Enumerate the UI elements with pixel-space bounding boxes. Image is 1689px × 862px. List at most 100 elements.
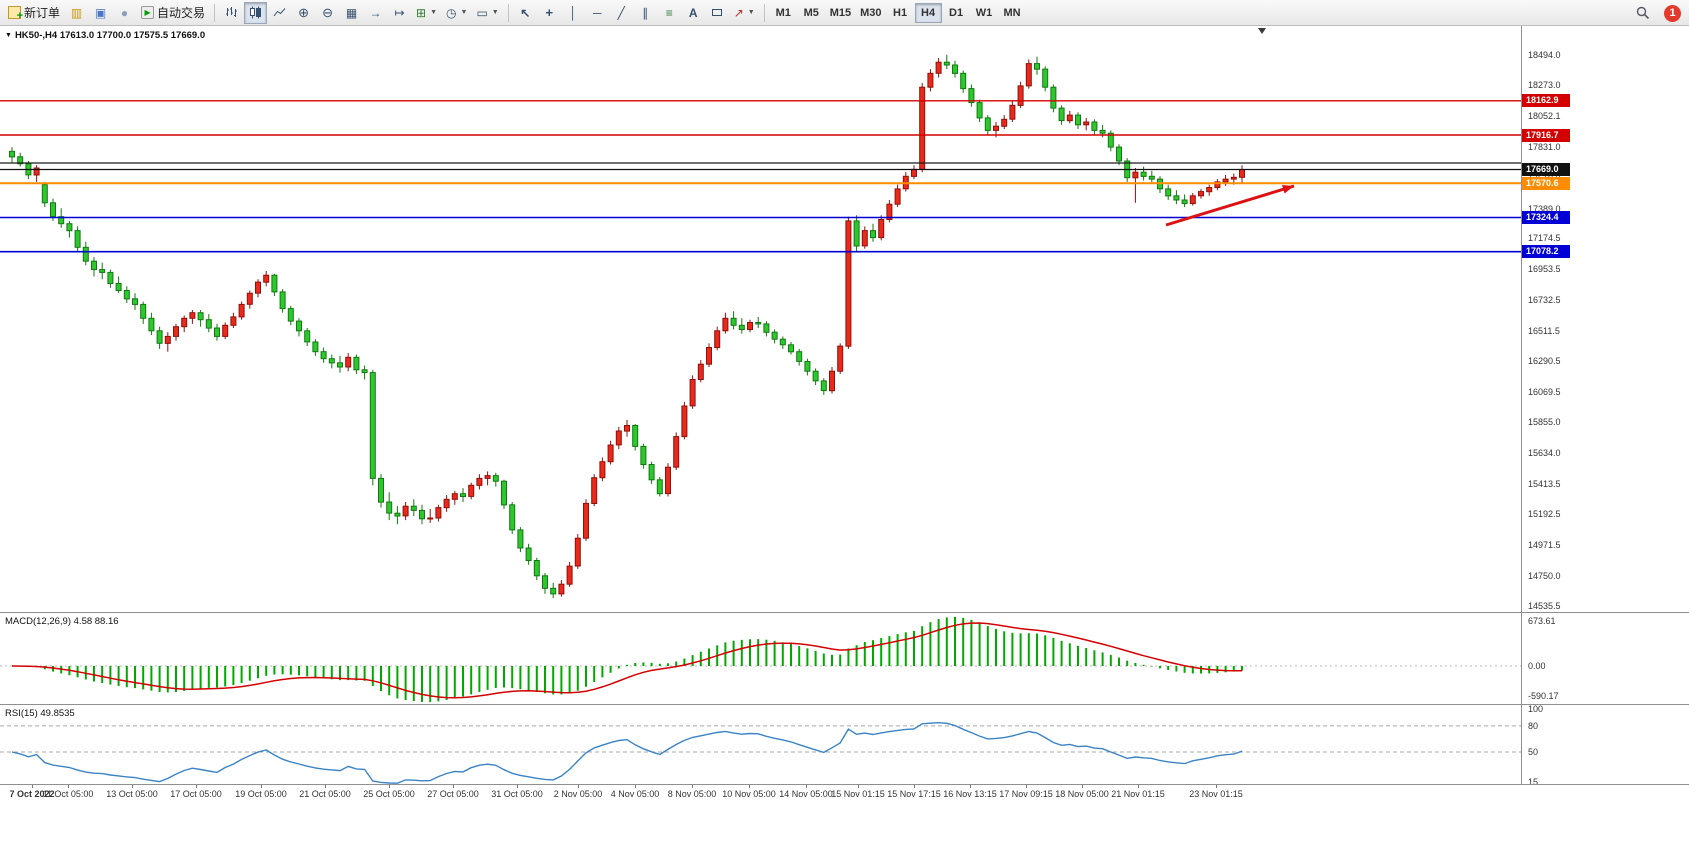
time-axis-tick [517, 785, 518, 788]
price-tag: 18162.9 [1522, 94, 1570, 108]
time-axis-label: 8 Nov 05:00 [667, 789, 717, 799]
bars-chart-icon [226, 7, 238, 17]
price-axis-label: 16953.5 [1528, 264, 1561, 275]
fibonacci-button[interactable]: ≡ [658, 2, 681, 24]
indicator-axis-label: 0.00 [1528, 661, 1546, 671]
price-chart-panel[interactable]: ▼ HK50-,H4 17613.0 17700.0 17575.5 17669.… [0, 26, 1689, 612]
notification-badge[interactable]: 1 [1664, 4, 1681, 22]
time-axis-tick [635, 785, 636, 788]
time-axis-label: 21 Oct 05:00 [299, 789, 351, 799]
time-axis[interactable]: 7 Oct 2022 11 Oct 05:00 13 Oct 05:00 17 Oct… [0, 784, 1689, 802]
trendline-button[interactable]: ╱ [610, 2, 633, 24]
chart-window-icon: ▥ [70, 5, 83, 20]
bars-chart-button[interactable] [220, 2, 243, 24]
channel-button[interactable]: ∥ [634, 2, 657, 24]
indicators-icon: ⊞ [416, 5, 427, 20]
chevron-down-icon: ▼ [491, 9, 499, 16]
timeframe-button-d1[interactable]: D1 [943, 3, 970, 23]
zoom-in-button[interactable]: ⊕ [292, 2, 315, 24]
toolbar-separator [214, 3, 216, 22]
tile-windows-button[interactable]: ▦ [340, 2, 363, 24]
chart-window-button[interactable]: ▥ [65, 2, 88, 24]
rsi-panel[interactable]: RSI(15) 49.8535 100 80 50 15 [0, 704, 1689, 784]
price-axis-label: 15634.0 [1528, 447, 1561, 458]
rsi-svg [0, 721, 1521, 784]
chart-shift-marker[interactable] [1258, 28, 1266, 34]
price-axis-label: 16069.5 [1528, 387, 1561, 398]
timeframe-button-m15[interactable]: M15 [826, 3, 855, 23]
macd-panel[interactable]: MACD(12,26,9) 4.58 88.16 673.61 0.00 -590.… [0, 612, 1689, 704]
timeframe-button-m30[interactable]: M30 [856, 3, 885, 23]
time-axis-tick [970, 785, 971, 788]
macd-axis[interactable]: 673.61 0.00 -590.17 [1521, 613, 1689, 704]
indicator-axis-label: 80 [1528, 720, 1539, 731]
time-axis-label: 13 Oct 05:00 [106, 789, 158, 799]
autotrading-icon: ▶ [141, 6, 155, 19]
cursor-icon: ↖ [520, 5, 531, 20]
time-axis-tick [325, 785, 326, 788]
time-axis-label: 19 Oct 05:00 [235, 789, 287, 799]
cursor-button[interactable]: ↖ [514, 2, 537, 24]
horizontal-levels [0, 100, 1521, 253]
time-axis-label: 15 Nov 17:15 [887, 789, 941, 799]
autotrading-button[interactable]: ▶ 自动交易 [137, 2, 209, 24]
time-axis-label: 27 Oct 05:00 [427, 789, 479, 799]
rsi-axis[interactable]: 100 80 50 15 [1521, 705, 1689, 784]
price-axis-label: 15855.0 [1528, 417, 1561, 427]
toolbar-separator [507, 3, 509, 22]
macd-header: MACD(12,26,9) 4.58 88.16 [5, 616, 119, 627]
text-button[interactable]: A [682, 2, 705, 24]
time-axis-label: 21 Nov 01:15 [1111, 789, 1165, 799]
vertical-line-button[interactable]: │ [562, 2, 585, 24]
time-axis-label: 2 Nov 05:00 [553, 789, 603, 799]
chart-shift-icon: ↦ [394, 5, 405, 20]
candlestick-chart-button[interactable] [244, 1, 268, 24]
market-watch-icon: ▣ [94, 5, 107, 20]
periods-clock-icon: ◷ [446, 5, 457, 20]
timeframe-button-w1[interactable]: W1 [971, 3, 998, 23]
price-axis-label: 14535.5 [1528, 600, 1561, 611]
templates-button[interactable]: ▭ ▼ [472, 2, 502, 24]
line-chart-button[interactable] [268, 2, 291, 24]
price-tag: 17078.2 [1522, 245, 1570, 259]
one-click-trading-arrow-icon[interactable]: ▼ [5, 32, 12, 39]
indicator-axis-label: 673.61 [1528, 616, 1556, 626]
new-order-button[interactable]: + 新订单 [4, 2, 64, 24]
time-axis-tick [32, 785, 33, 788]
periods-button[interactable]: ◷ ▼ [442, 2, 471, 24]
price-axis[interactable]: 18494.018273.018052.117831.017610.017389… [1521, 26, 1689, 612]
price-axis-label: 18052.1 [1528, 111, 1561, 122]
horizontal-line-button[interactable]: ─ [586, 2, 609, 24]
time-axis-tick [1138, 785, 1139, 788]
indicators-button[interactable]: ⊞ ▼ [412, 2, 441, 24]
market-watch-button[interactable]: ▣ [89, 2, 112, 24]
timeframe-button-h4[interactable]: H4 [914, 2, 942, 23]
horizontal-line-icon: ─ [592, 5, 602, 20]
toolbar-right-group: 1 [1631, 0, 1681, 26]
vertical-line-icon: │ [569, 5, 577, 20]
time-axis-label: 7 Oct 2022 [9, 789, 55, 799]
candlestick-chart-icon [250, 6, 262, 19]
timeframe-button-mn[interactable]: MN [999, 3, 1026, 23]
auto-scroll-button[interactable]: → [364, 2, 387, 24]
text-label-button[interactable] [706, 2, 729, 24]
chart-shift-button[interactable]: ↦ [388, 2, 411, 24]
time-axis-tick [196, 785, 197, 788]
time-axis-tick [261, 785, 262, 788]
channel-icon: ∥ [642, 5, 649, 20]
timeframe-button-m5[interactable]: M5 [798, 3, 825, 23]
timeframe-button-h1[interactable]: H1 [887, 3, 914, 23]
timeframe-button-m1[interactable]: M1 [770, 3, 797, 23]
time-axis-tick [749, 785, 750, 788]
time-axis-label: 16 Nov 13:15 [943, 789, 997, 799]
macd-svg [0, 616, 1521, 703]
main-toolbar: + 新订单 ▥ ▣ ● ▶ 自动交易 ⊕ ⊖ ▦ → ↦ ⊞ ▼ ◷ ▼ ▭ ▼ ↖ … [0, 0, 1689, 26]
zoom-out-button[interactable]: ⊖ [316, 2, 339, 24]
navigator-button[interactable]: ● [113, 2, 136, 24]
time-axis-tick [132, 785, 133, 788]
search-button[interactable] [1631, 2, 1654, 24]
time-axis-tick [692, 785, 693, 788]
crosshair-button[interactable]: + [538, 2, 561, 24]
time-axis-tick [1026, 785, 1027, 788]
arrows-button[interactable]: ↗ ▼ [730, 2, 759, 24]
